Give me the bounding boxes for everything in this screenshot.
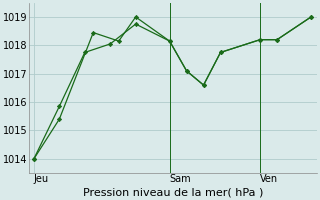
X-axis label: Pression niveau de la mer( hPa ): Pression niveau de la mer( hPa ) — [83, 187, 263, 197]
